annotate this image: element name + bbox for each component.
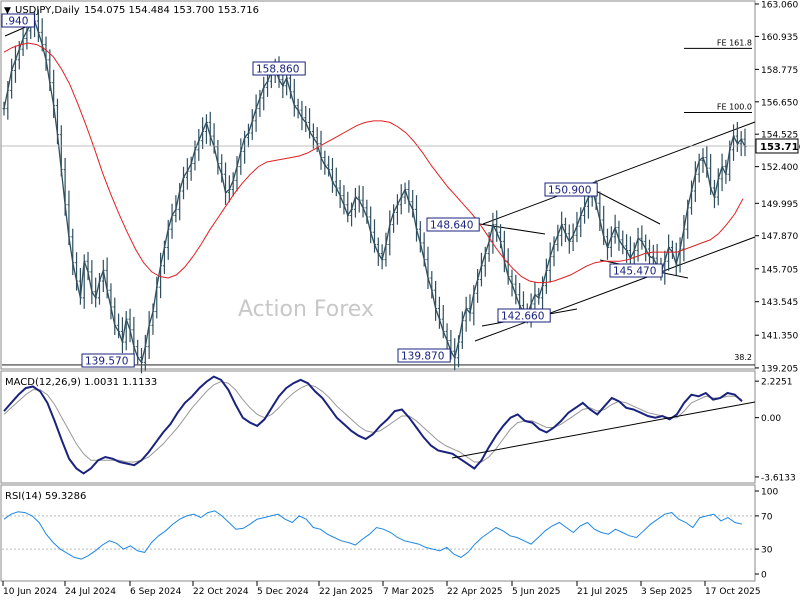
price-tick-label: 152.400	[761, 163, 798, 173]
price-tick-label: 154.525	[761, 131, 798, 141]
price-annotation-label: 150.900	[548, 185, 591, 197]
watermark: Action Forex	[238, 297, 374, 322]
price-annotation-label: 139.870	[401, 351, 444, 363]
current-price-box	[755, 138, 799, 154]
x-tick-label: 7 Mar 2025	[383, 587, 434, 597]
price-annotation-box	[81, 353, 135, 368]
fib-level-label: FE 100.0	[717, 102, 752, 111]
trendline	[4, 25, 29, 37]
trendline	[482, 121, 756, 225]
price-annotation-box	[1, 13, 35, 28]
price-annotation-box	[426, 217, 480, 232]
price-tick-label: 158.775	[761, 66, 798, 76]
x-tick-label: 5 Dec 2024	[257, 587, 309, 597]
price-tick-label: 145.705	[761, 265, 798, 275]
x-tick-label: 5 Jun 2025	[512, 587, 560, 597]
price-tick-label: 141.350	[761, 332, 798, 342]
price-annotation-label: 139.570	[85, 356, 128, 368]
x-tick-label: 6 Sep 2024	[130, 587, 182, 597]
current-price-label: 153.716	[760, 142, 800, 153]
macd-label: MACD(12,26,9) 1.0031 1.1133	[5, 377, 157, 388]
price-annotation-box	[609, 263, 663, 278]
price-tick-label: 163.060	[761, 1, 798, 11]
price-annotation-label: 142.660	[501, 311, 544, 323]
price-tick-label: 160.935	[761, 33, 798, 43]
sma-line	[3, 42, 744, 284]
x-tick-label: 3 Sep 2025	[641, 587, 692, 597]
trendline	[479, 223, 546, 235]
macd-trendline	[451, 401, 756, 459]
price-panel-frame	[0, 0, 756, 370]
x-tick-label: 17 Oct 2025	[705, 587, 761, 597]
price-annotation-box	[252, 61, 306, 76]
symbol-timeframe: USDJPY,Daily	[15, 5, 80, 16]
price-tick-label: 156.650	[761, 98, 798, 108]
x-tick-label: 24 Jul 2024	[65, 587, 116, 597]
x-tick-label: 21 Jul 2025	[577, 587, 628, 597]
price-series-line	[3, 19, 746, 364]
rsi-tick-label: 100	[761, 488, 778, 498]
macd-line	[3, 375, 743, 475]
x-tick-label: 22 Apr 2025	[447, 587, 503, 597]
fib-level-label: FE 161.8	[717, 38, 752, 47]
rsi-tick-label: 0	[761, 571, 767, 581]
price-annotation-label: .940	[5, 16, 28, 28]
price-annotation-label: 145.470	[613, 266, 656, 278]
macd-tick-label: -3.6133	[761, 473, 796, 483]
rsi-panel-frame	[0, 484, 756, 582]
collapse-arrow-icon[interactable]: ▼	[4, 6, 11, 16]
rsi-tick-label: 70	[761, 512, 773, 522]
price-annotation-box	[544, 182, 598, 197]
fib-level-label: 38.2	[734, 353, 752, 362]
price-annotation-box	[497, 308, 551, 323]
price-annotation-label: 158.860	[256, 64, 299, 76]
trendline	[593, 189, 661, 225]
trendline	[474, 236, 756, 342]
x-tick-label: 10 Jun 2024	[3, 587, 57, 597]
price-tick-label: 143.545	[761, 298, 798, 308]
rsi-line	[3, 510, 743, 560]
x-tick-label: 22 Oct 2024	[193, 587, 249, 597]
x-tick-label: 22 Jan 2025	[319, 587, 373, 597]
rsi-label: RSI(14) 59.3286	[5, 491, 86, 502]
ohlc-values: 154.075 154.484 153.700 153.716	[84, 5, 259, 16]
macd-tick-label: 0.00	[761, 414, 781, 424]
price-annotation-box	[397, 348, 451, 363]
price-tick-label: 139.205	[761, 364, 798, 374]
price-tick-label: 149.995	[761, 200, 798, 210]
price-annotation-label: 148.640	[430, 220, 473, 232]
rsi-tick-label: 30	[761, 546, 773, 556]
price-tick-label: 147.870	[761, 232, 798, 242]
macd-tick-label: 2.2251	[761, 378, 793, 388]
macd-panel-frame	[0, 370, 756, 484]
